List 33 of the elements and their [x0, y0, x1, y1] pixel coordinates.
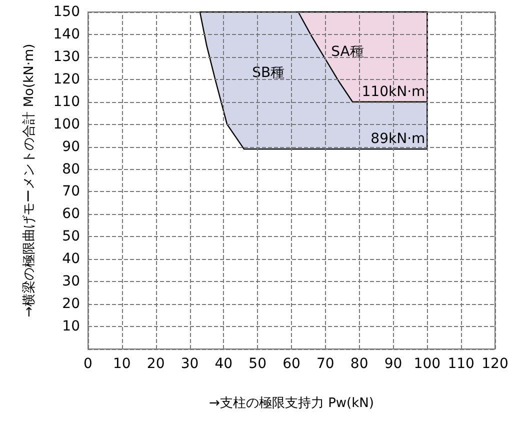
y-tick-label: 100 — [53, 116, 80, 132]
x-tick-label: 50 — [248, 356, 266, 372]
y-tick-label: 20 — [62, 296, 80, 312]
y-tick-label: 50 — [62, 228, 80, 245]
x-tick-label: 110 — [448, 356, 474, 372]
y-tick-label: 130 — [53, 48, 80, 65]
x-tick-label: 10 — [113, 356, 131, 372]
y-tick-label: 120 — [53, 71, 80, 88]
y-tick-label: 110 — [53, 94, 80, 110]
x-tick-label: 120 — [482, 356, 508, 372]
y-tick-label: 80 — [62, 161, 80, 178]
x-tick-label: 100 — [414, 356, 441, 372]
y-tick-label: 70 — [62, 184, 80, 200]
x-axis-title: →支柱の極限支持力 Pw(kN) — [209, 396, 374, 411]
y-tick-label: 60 — [62, 206, 80, 222]
x-tick-label: 80 — [350, 356, 368, 372]
x-tick-label: 20 — [146, 356, 165, 372]
y-axis-title: →横梁の極限曲げモーメントの合計 Mo(kN·m) — [21, 44, 37, 318]
y-tick-label: 10 — [62, 318, 80, 335]
y-tick-label: 150 — [53, 4, 80, 20]
y-tick-label: 30 — [62, 274, 80, 290]
x-tick-label: 0 — [84, 356, 92, 372]
x-tick-label: 90 — [384, 356, 402, 372]
x-tick-label: 40 — [214, 356, 233, 372]
y-tick-label: 140 — [53, 26, 80, 42]
annotation: 89kN·m — [370, 131, 426, 148]
x-tick-label: 60 — [282, 356, 300, 372]
series-label: SB種 — [252, 64, 285, 81]
x-tick-label: 30 — [180, 356, 199, 372]
x-tick-label: 70 — [316, 356, 334, 372]
annotation: 110kN·m — [362, 84, 426, 100]
y-tick-label: 90 — [62, 138, 80, 155]
y-tick-label: 40 — [62, 251, 80, 268]
